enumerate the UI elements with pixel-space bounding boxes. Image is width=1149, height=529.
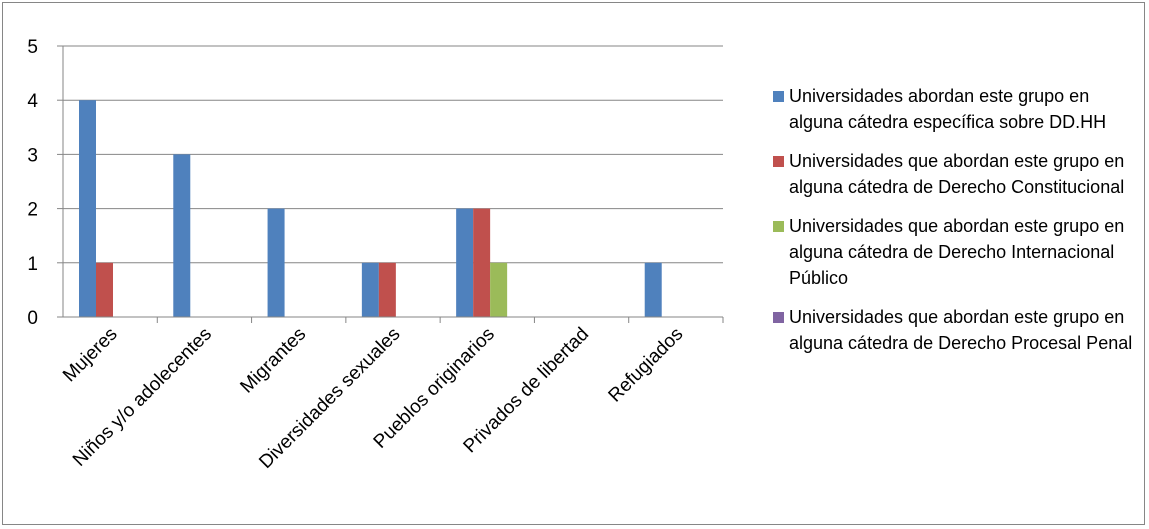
bar-pueblos-originarios-series-1 — [456, 208, 474, 317]
y-tick-label-3: 3 — [27, 145, 38, 166]
legend-item-procesal-penal: Universidades que abordan este grupo en … — [773, 304, 1145, 356]
bar-pueblos-originarios-series-2 — [473, 208, 491, 317]
x-category-label-1: Mujeres — [59, 324, 122, 387]
y-tick-labels: 0 1 2 3 4 5 — [27, 37, 38, 329]
x-category-label-3: Migrantes — [236, 324, 310, 398]
bar-pueblos-originarios-series-3 — [490, 262, 508, 317]
legend-item-dd-hh: Universidades abordan este grupo en algu… — [773, 83, 1145, 135]
y-tick-label-2: 2 — [27, 200, 38, 221]
bar-refugiados-series-1 — [644, 262, 662, 317]
axes — [57, 45, 724, 323]
gridlines — [63, 45, 723, 264]
legend-label-internacional-publico: Universidades que abordan este grupo en … — [789, 216, 1125, 288]
x-category-label-7: Refugiados — [605, 324, 688, 407]
y-tick-label-4: 4 — [27, 91, 38, 112]
legend-swatch-constitucional — [773, 156, 784, 167]
legend-label-procesal-penal: Universidades que abordan este grupo en … — [789, 307, 1133, 353]
y-tick-label-0: 0 — [27, 308, 38, 329]
bars — [79, 100, 662, 317]
legend-label-dd-hh: Universidades abordan este grupo en algu… — [789, 86, 1107, 132]
legend-label-constitucional: Universidades que abordan este grupo en … — [789, 151, 1125, 197]
legend-swatch-procesal-penal — [773, 312, 784, 323]
y-tick-label-1: 1 — [27, 254, 38, 275]
bar-mujeres-series-2 — [96, 262, 113, 317]
legend-item-internacional-publico: Universidades que abordan este grupo en … — [773, 213, 1145, 291]
bar-diversidades-sexuales-series-1 — [361, 262, 379, 317]
bar-ni-os-y-o-adolecentes-series-1 — [173, 154, 191, 317]
y-tick-label-5: 5 — [27, 37, 38, 58]
bar-diversidades-sexuales-series-2 — [378, 262, 396, 317]
bar-mujeres-series-1 — [79, 100, 96, 317]
legend-swatch-internacional-publico — [773, 221, 784, 232]
legend: Universidades abordan este grupo en algu… — [773, 83, 1145, 369]
bar-migrantes-series-1 — [267, 208, 285, 317]
legend-swatch-dd-hh — [773, 91, 784, 102]
legend-item-constitucional: Universidades que abordan este grupo en … — [773, 148, 1145, 200]
